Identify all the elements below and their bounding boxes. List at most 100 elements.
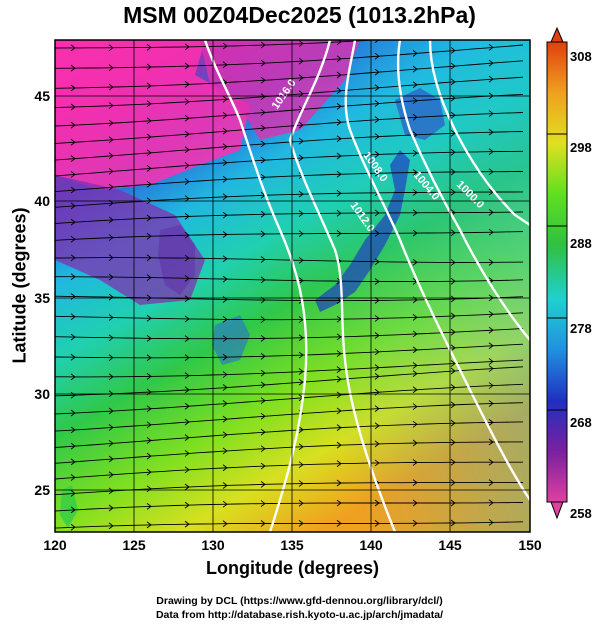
colorbar-max-arrow <box>550 26 564 43</box>
streamline-arrow <box>488 128 494 136</box>
streamline-arrow <box>450 229 456 237</box>
streamline-arrow <box>184 178 190 185</box>
streamline-arrow <box>450 479 456 486</box>
streamline-arrow <box>222 353 228 361</box>
streamline-arrow <box>184 434 190 441</box>
streamline-arrow <box>146 274 152 281</box>
streamline-arrow <box>374 499 380 507</box>
streamline-arrow <box>412 81 418 89</box>
streamline-arrow <box>146 354 152 362</box>
streamline-arrow <box>336 391 342 399</box>
isobar-lines <box>203 40 530 532</box>
streamline-arrow <box>450 295 456 303</box>
streamline-arrow <box>374 405 380 412</box>
streamline-arrow <box>336 87 342 95</box>
streamline-arrow <box>108 273 114 281</box>
streamline-arrow <box>412 519 418 527</box>
streamline-arrow <box>488 382 494 389</box>
streamline-arrow <box>336 55 342 63</box>
streamline-arrow <box>184 98 190 106</box>
streamline-arrow <box>488 259 494 266</box>
streamline-arrow <box>336 441 342 449</box>
streamline-arrow <box>184 418 190 426</box>
streamline-arrow <box>108 83 114 91</box>
x-tick-140: 140 <box>359 537 383 553</box>
streamline-arrow <box>450 458 456 466</box>
streamline-arrow <box>488 228 494 236</box>
streamline-arrow <box>146 100 152 108</box>
streamline-arrow <box>108 314 114 321</box>
streamline <box>55 402 524 432</box>
isobar-1012 <box>288 40 397 532</box>
streamline-arrow <box>412 169 418 176</box>
streamline-arrow <box>298 74 304 82</box>
streamline-arrow <box>70 155 76 162</box>
streamline-arrow <box>374 422 380 430</box>
streamline-arrow <box>70 490 76 497</box>
streamline-arrow <box>412 330 418 338</box>
streamline <box>55 171 524 193</box>
streamline-arrow <box>222 143 228 151</box>
y-axis-title: Latitude (degrees) <box>9 207 30 364</box>
streamline-arrow <box>298 277 304 284</box>
streamline-arrow <box>374 520 380 527</box>
colorbar-tick-288: 288 <box>570 236 592 251</box>
streamline-arrow <box>488 59 494 67</box>
streamline-arrow <box>108 293 114 301</box>
streamline-arrow <box>70 64 76 72</box>
streamline-arrow <box>146 82 152 90</box>
streamline-arrow <box>412 113 418 121</box>
x-tick-125: 125 <box>122 537 146 553</box>
streamline-arrow <box>70 84 76 92</box>
streamline <box>55 383 524 415</box>
streamline-arrow <box>108 44 114 52</box>
streamline <box>55 44 524 69</box>
streamline-arrow <box>260 500 266 507</box>
streamline <box>55 191 524 208</box>
streamline-arrow <box>298 368 304 375</box>
streamline-arrow <box>298 256 304 264</box>
streamline-arrow <box>450 419 456 427</box>
streamline-arrow <box>108 254 114 261</box>
streamline-arrow <box>108 504 114 512</box>
streamline-arrow <box>222 500 228 508</box>
streamline-arrow <box>298 461 304 469</box>
streamline-arrow <box>108 102 114 109</box>
streamline-arrow <box>450 360 456 367</box>
streamline-arrow <box>146 437 152 444</box>
x-tick-120: 120 <box>43 537 67 553</box>
streamline-arrow <box>70 458 76 466</box>
streamline-arrow <box>298 443 304 451</box>
streamline-arrow <box>336 71 342 79</box>
streamline <box>55 276 524 282</box>
streamline-arrow <box>70 333 76 341</box>
streamline-arrow <box>146 521 152 529</box>
streamline-arrow <box>336 40 342 46</box>
streamline <box>55 328 524 340</box>
streamline <box>55 359 524 378</box>
streamline-arrow <box>184 402 190 410</box>
streamline-arrow <box>412 362 418 369</box>
streamline-arrow <box>260 276 266 284</box>
streamline-arrow <box>450 499 456 507</box>
x-tick-150: 150 <box>518 537 542 553</box>
streamline-arrow <box>336 499 342 507</box>
streamline-arrow <box>336 189 342 197</box>
y-tick-30: 30 <box>34 386 50 402</box>
streamline-arrow <box>412 403 418 410</box>
streamline-arrow <box>146 405 152 413</box>
colorbar-tick-268: 268 <box>570 415 592 430</box>
streamline-arrow <box>146 452 152 460</box>
streamline-arrow <box>298 57 304 65</box>
streamline-arrow <box>70 44 76 52</box>
streamline-arrow <box>108 136 114 144</box>
colorbar: 308 298 288 278 268 258 <box>546 26 592 521</box>
streamline-arrow <box>260 41 266 49</box>
streamline-arrow <box>412 258 418 266</box>
streamline-arrow <box>146 133 152 141</box>
streamline-arrow <box>374 364 380 371</box>
streamline-arrow <box>108 216 114 224</box>
streamline-arrow <box>336 315 342 323</box>
credit-data: Data from http://database.rish.kyoto-u.a… <box>155 609 444 621</box>
streamline-arrow <box>184 386 190 394</box>
